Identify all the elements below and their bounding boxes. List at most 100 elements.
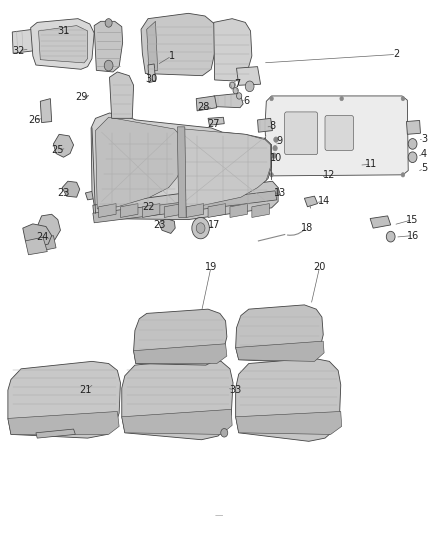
Polygon shape [186, 204, 204, 217]
Polygon shape [8, 411, 119, 434]
Text: 18: 18 [301, 223, 314, 233]
Polygon shape [93, 191, 277, 223]
Circle shape [272, 153, 276, 158]
Polygon shape [40, 236, 56, 251]
Polygon shape [95, 117, 182, 209]
Polygon shape [99, 204, 116, 217]
Text: 29: 29 [75, 92, 87, 102]
Text: 19: 19 [205, 262, 217, 271]
Polygon shape [144, 198, 158, 211]
Polygon shape [236, 305, 323, 362]
Circle shape [221, 429, 228, 437]
Circle shape [401, 173, 405, 177]
Text: 21: 21 [79, 385, 92, 395]
Polygon shape [31, 19, 94, 69]
Polygon shape [236, 411, 342, 434]
Polygon shape [94, 21, 123, 72]
Polygon shape [142, 204, 160, 217]
Polygon shape [23, 224, 52, 246]
Polygon shape [147, 21, 158, 72]
Text: 9: 9 [276, 136, 283, 146]
Text: 30: 30 [145, 74, 157, 84]
Text: 31: 31 [57, 26, 70, 36]
Polygon shape [12, 29, 35, 53]
Text: 4: 4 [421, 149, 427, 158]
Text: 12: 12 [323, 170, 336, 180]
Text: 10: 10 [270, 153, 282, 163]
Polygon shape [252, 204, 269, 217]
Circle shape [105, 19, 112, 27]
Polygon shape [164, 204, 182, 217]
Text: 7: 7 [234, 79, 240, 89]
Text: 32: 32 [12, 46, 25, 55]
FancyBboxPatch shape [325, 116, 353, 150]
Circle shape [408, 152, 417, 163]
Polygon shape [134, 309, 227, 365]
Circle shape [273, 146, 277, 151]
Text: 14: 14 [318, 197, 330, 206]
Polygon shape [237, 67, 261, 85]
Text: 15: 15 [406, 215, 419, 224]
Polygon shape [37, 214, 60, 240]
Polygon shape [230, 204, 247, 217]
Polygon shape [39, 26, 88, 63]
Text: 5: 5 [421, 164, 427, 173]
FancyBboxPatch shape [285, 112, 318, 155]
Text: 3: 3 [421, 134, 427, 143]
Circle shape [274, 137, 278, 142]
Text: 22: 22 [142, 202, 154, 212]
Polygon shape [265, 96, 408, 176]
Polygon shape [304, 196, 318, 207]
Polygon shape [159, 219, 175, 233]
Polygon shape [269, 188, 280, 196]
Polygon shape [370, 216, 391, 228]
Text: 25: 25 [52, 146, 64, 155]
Polygon shape [236, 341, 324, 361]
Polygon shape [180, 129, 271, 208]
Circle shape [270, 173, 273, 177]
Polygon shape [177, 127, 186, 217]
Circle shape [233, 87, 238, 94]
Polygon shape [148, 64, 155, 83]
Polygon shape [214, 93, 243, 108]
Text: 13: 13 [274, 189, 286, 198]
Polygon shape [134, 344, 227, 364]
Text: 6: 6 [243, 96, 249, 106]
Text: 16: 16 [406, 231, 419, 240]
Circle shape [245, 81, 254, 92]
Polygon shape [196, 96, 217, 111]
Polygon shape [36, 429, 75, 438]
Polygon shape [214, 19, 252, 81]
Polygon shape [95, 200, 109, 211]
Circle shape [192, 217, 209, 239]
Text: 1: 1 [169, 51, 175, 61]
Text: 2: 2 [393, 50, 399, 59]
Circle shape [237, 93, 242, 99]
Circle shape [104, 60, 113, 71]
Polygon shape [25, 237, 47, 255]
Circle shape [270, 96, 273, 101]
Text: 28: 28 [198, 102, 210, 111]
Circle shape [401, 96, 405, 101]
Polygon shape [110, 72, 134, 118]
Polygon shape [85, 191, 96, 200]
Polygon shape [122, 409, 232, 434]
Circle shape [408, 139, 417, 149]
Circle shape [230, 82, 235, 88]
Text: 26: 26 [28, 115, 40, 125]
Text: 33: 33 [230, 385, 242, 395]
Text: 8: 8 [269, 121, 276, 131]
Polygon shape [208, 117, 224, 125]
Circle shape [196, 223, 205, 233]
Polygon shape [236, 358, 341, 441]
Text: —: — [215, 511, 223, 520]
Polygon shape [208, 204, 226, 217]
Text: 23: 23 [154, 220, 166, 230]
Text: 24: 24 [37, 232, 49, 242]
Polygon shape [141, 13, 215, 76]
Polygon shape [40, 99, 52, 123]
Text: 20: 20 [314, 262, 326, 271]
Polygon shape [258, 118, 272, 132]
Circle shape [386, 231, 395, 242]
Polygon shape [406, 120, 420, 134]
